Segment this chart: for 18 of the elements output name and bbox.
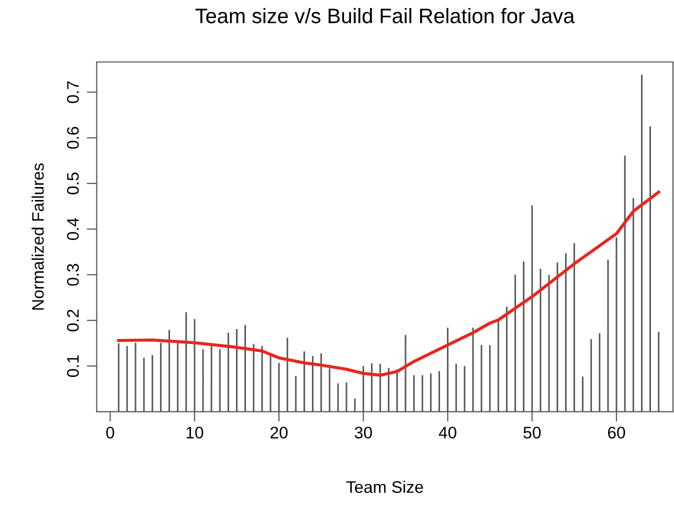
x-tick-label: 0 [106,426,114,439]
y-tick-label: 0.1 [67,355,79,377]
y-tick-label: 0.2 [67,310,79,332]
x-tick-label: 50 [523,426,541,439]
line-series [117,190,660,377]
x-tick-label: 40 [438,426,456,439]
y-tick-label: 0.6 [67,126,79,149]
chart-title: Team size v/s Build Fail Relation for Java [195,8,575,24]
y-tick-label: 0.5 [67,172,79,194]
x-tick-label: 20 [270,426,288,439]
y-tick-label: 0.3 [67,264,79,286]
y-tick-label: 0.7 [67,81,79,104]
y-tick-label: 0.4 [67,218,79,240]
x-tick-label: 30 [354,426,372,439]
x-tick-label: 60 [608,426,626,439]
x-axis-title: Team Size [346,480,424,493]
y-axis-title: Normalized Failures [32,163,44,310]
x-tick-label: 10 [186,426,204,439]
